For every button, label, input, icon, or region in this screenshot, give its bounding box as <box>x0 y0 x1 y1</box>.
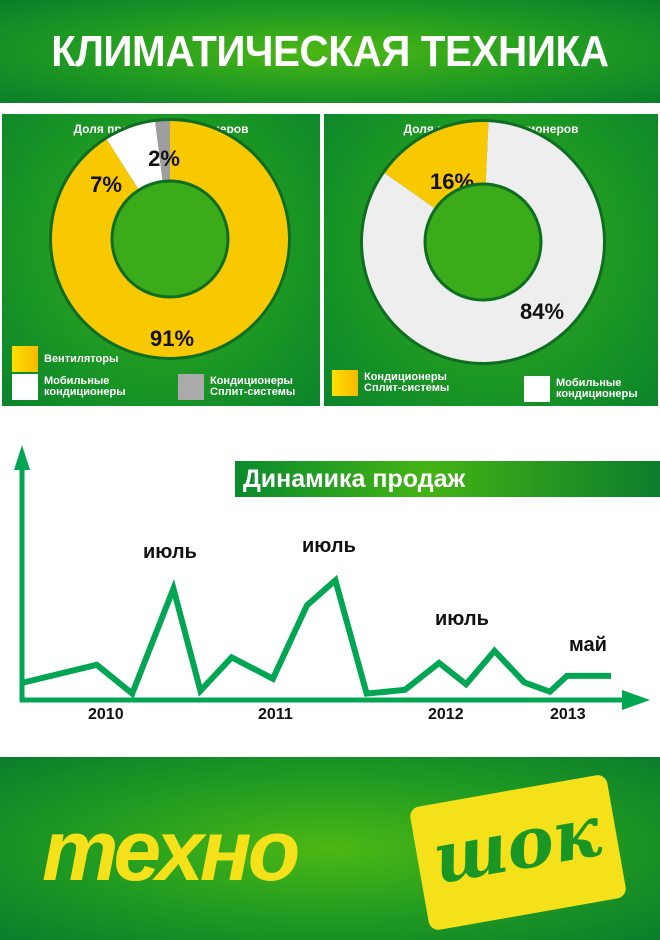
annotation: июль <box>302 535 356 557</box>
annotation: май <box>569 634 607 656</box>
slice-label: 84% <box>520 299 564 324</box>
legend-item: Мобильные кондиционеры <box>12 374 162 400</box>
x-tick-label: 2012 <box>428 706 464 723</box>
pie-hole <box>110 179 230 299</box>
slice-label: 2% <box>148 146 180 171</box>
pie-panel-2: Доля продаж кондиционеров 16%84% Кондици… <box>324 114 658 406</box>
pie-panel-1: Доля продаж кондиционеров 91%7%2% Вентил… <box>2 114 320 406</box>
pie-slice <box>155 121 170 182</box>
annotation: июль <box>143 541 197 563</box>
legend-label: Кондиционеры Сплит-системы <box>210 375 296 398</box>
pie-slice <box>51 121 289 357</box>
y-axis-arrow-icon <box>14 445 30 470</box>
slice-label: 7% <box>90 172 122 197</box>
pie-hole <box>423 182 543 302</box>
line-chart-title: Динамика продаж <box>235 461 660 497</box>
legend-item: Мобильные кондиционеры <box>524 376 654 402</box>
legend-label: Вентиляторы <box>44 352 119 365</box>
legend-label: Кондиционеры Сплит-системы <box>364 371 450 394</box>
x-tick-label: 2011 <box>258 706 293 723</box>
pie-chart-2: 16%84% <box>360 119 606 365</box>
legend-item: Кондиционеры Сплит-системы <box>332 370 482 396</box>
x-axis-arrow-icon <box>622 690 650 710</box>
page-title: КЛИМАТИЧЕСКАЯ ТЕХНИКА <box>51 26 609 76</box>
x-tick-label: 2013 <box>550 706 586 723</box>
legend-item: Вентиляторы <box>12 346 118 372</box>
header-banner: КЛИМАТИЧЕСКАЯ ТЕХНИКА <box>0 0 660 103</box>
annotation: июль <box>435 608 489 630</box>
legend-item: Кондиционеры Сплит-системы <box>178 374 318 400</box>
x-tick-label: 2010 <box>88 706 124 723</box>
slice-label: 91% <box>150 326 194 351</box>
line-chart <box>14 445 650 710</box>
pie-chart-1: 91% 7% 2% <box>49 118 291 360</box>
legend-label: Мобильные кондиционеры <box>44 375 126 398</box>
series-line <box>19 574 611 699</box>
legend-label: Мобильные кондиционеры <box>556 377 638 400</box>
pie-slice <box>106 121 163 191</box>
pie-slice <box>363 122 603 362</box>
logo-text: техно <box>42 803 300 899</box>
